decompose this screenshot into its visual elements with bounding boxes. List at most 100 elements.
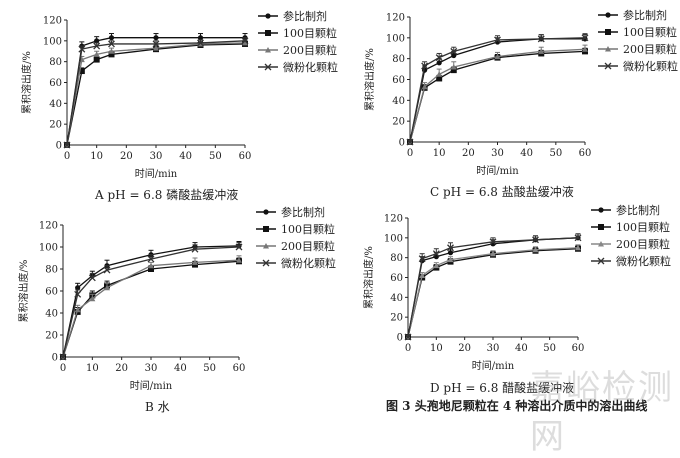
legend-marker [598,207,604,213]
y-tick-label: 60 [390,273,403,284]
data-point [451,52,457,59]
x-tick-label: 40 [179,151,192,162]
y-tick-label: 0 [397,333,403,344]
x-tick-label: 60 [233,363,246,374]
data-point [93,42,101,50]
legend-label: 参比制剂 [623,8,667,22]
y-tick-label: 100 [39,243,58,254]
data-point [447,256,454,263]
y-tick-label: 20 [45,331,58,342]
y-axis-label: 累积溶出度/% [363,48,376,111]
x-tick-label: 60 [579,148,592,159]
data-point [89,295,96,302]
panel-a-caption: A pH = 6.8 磷酸盐缓冲液 [95,188,239,202]
legend-marker [263,226,269,232]
series-line [66,37,245,146]
series-4 [404,233,582,341]
data-point [88,274,96,282]
series-line [62,259,240,358]
data-point [538,48,545,54]
legend-marker [265,47,271,53]
y-tick-label: 60 [49,78,62,89]
series-line [407,247,579,338]
data-point [242,39,248,46]
data-point [435,54,443,62]
x-tick-label: 30 [150,151,163,162]
data-point [108,35,115,41]
x-tick-label: 10 [90,151,103,162]
data-point [575,244,581,251]
data-point [235,243,243,251]
x-tick-label: 30 [487,343,500,354]
data-point [537,35,545,43]
series-4 [59,242,243,361]
data-point [450,67,457,74]
y-tick-label: 100 [43,36,62,47]
data-point [59,353,67,361]
legend-marker [605,46,611,52]
series-4 [63,37,249,149]
x-tick-label: 30 [491,148,504,159]
data-point [152,40,160,48]
figure-caption: 图 3 头孢地尼颗粒在 4 种溶出介质中的溶出曲线 [386,399,648,413]
y-tick-label: 120 [39,221,58,232]
legend-label: 微粉化颗粒 [623,59,678,73]
panel-d-caption: D pH = 6.8 醋酸盐缓冲液 [430,381,575,395]
data-point [494,36,501,44]
data-point [75,285,81,291]
data-point [108,51,115,58]
series-3 [405,244,581,340]
x-axis-label: 时间/min [130,379,173,392]
legend-marker [265,13,271,19]
legend-marker [598,224,604,230]
y-tick-label: 120 [384,214,403,225]
x-tick-label: 0 [407,148,413,159]
y-tick-label: 100 [386,33,405,44]
panel-b-caption: B 水 [145,400,170,414]
data-point [419,272,426,279]
legend-label: 200目颗粒 [623,42,677,56]
legend-label: 100目颗粒 [623,25,677,39]
y-axis-label: 累积溶出度/% [20,51,33,114]
y-tick-label: 80 [390,253,403,264]
data-point [421,62,429,70]
y-tick-label: 60 [45,287,58,298]
legend-label: 200目颗粒 [616,237,670,251]
data-point [241,37,249,45]
y-tick-label: 0 [399,138,405,149]
x-tick-label: 20 [462,148,475,159]
data-point [94,38,100,44]
y-tick-label: 0 [56,141,62,152]
legend-label: 微粉化颗粒 [281,256,336,270]
data-point [582,46,588,52]
legend-marker [265,30,271,36]
data-point [93,56,100,63]
data-point [489,238,497,246]
data-point [574,234,582,242]
legend-label: 参比制剂 [616,203,660,217]
series-4 [406,33,589,146]
data-point [406,138,414,146]
data-point [436,71,443,77]
data-point [74,290,82,298]
y-tick-label: 100 [384,233,403,244]
legend-label: 100目颗粒 [616,220,670,234]
x-tick-label: 20 [115,363,128,374]
series-2 [407,47,588,145]
y-tick-label: 20 [49,120,62,131]
data-point [490,250,496,257]
series-3 [64,39,248,148]
x-tick-label: 10 [430,343,443,354]
data-point [148,266,154,272]
y-tick-label: 80 [49,57,62,68]
series-line [66,40,246,146]
legend-label: 微粉化颗粒 [283,60,338,74]
x-axis-label: 时间/min [472,359,515,372]
legend-marker [598,241,604,247]
data-point [93,51,100,57]
x-tick-label: 60 [572,343,585,354]
series-1 [407,34,588,145]
y-tick-label: 20 [390,313,403,324]
panel-c: 0 10 20 30 40 50 60 0 20 40 60 80 100 120 时间/min 累积溶出度/… [363,8,678,177]
dissolution-figure: 0 10 20 30 40 50 60020406080100120时间/min累积溶出度/… [17,8,678,392]
